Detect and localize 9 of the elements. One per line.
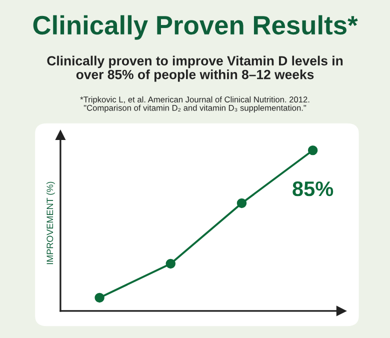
point [166, 258, 176, 269]
point [94, 292, 104, 303]
chart-subtitle: Clinically proven to improve Vitamin D levels in over 85% of people within 8–12 weeks [47, 56, 343, 82]
chart-title: Clinically Proven Results* [33, 15, 358, 40]
y-axis-title: IMPROVEMENT (%) [46, 182, 55, 264]
point [308, 145, 318, 156]
text: *Tripkovic L, et al. American Journal of Clinical Nutrition. 2012. "Comparison of vitamin D₂ and vitamin D₃ supplementation." [80, 96, 310, 112]
data-label: 85% [292, 181, 334, 196]
point [236, 198, 247, 208]
